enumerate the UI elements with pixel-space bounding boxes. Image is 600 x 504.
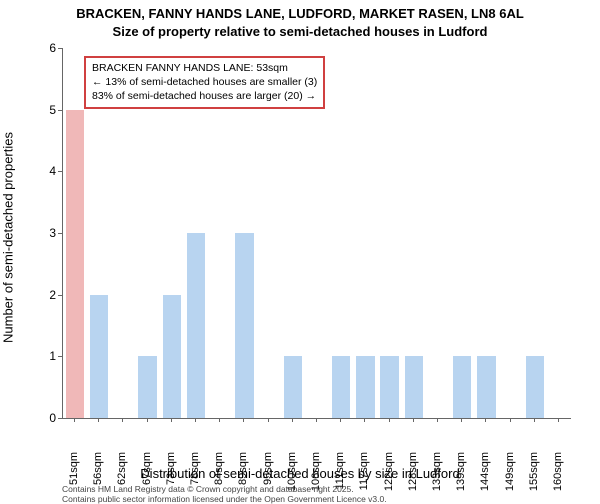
bar <box>332 356 350 418</box>
x-tick-mark <box>122 418 123 422</box>
x-tick-mark <box>485 418 486 422</box>
bar <box>453 356 471 418</box>
x-tick-mark <box>268 418 269 422</box>
callout-box: BRACKEN FANNY HANDS LANE: 53sqm ← 13% of… <box>84 56 325 109</box>
y-tick-mark <box>58 418 62 419</box>
bar <box>477 356 495 418</box>
y-tick-mark <box>58 48 62 49</box>
bar <box>526 356 544 418</box>
chart-container: BRACKEN, FANNY HANDS LANE, LUDFORD, MARK… <box>0 0 600 500</box>
y-tick-label: 4 <box>36 164 56 178</box>
y-tick-mark <box>58 171 62 172</box>
bar <box>90 295 108 418</box>
title-line1: BRACKEN, FANNY HANDS LANE, LUDFORD, MARK… <box>0 6 600 21</box>
x-tick-mark <box>437 418 438 422</box>
bar <box>163 295 181 418</box>
x-tick-mark <box>74 418 75 422</box>
x-tick-mark <box>147 418 148 422</box>
x-tick-mark <box>171 418 172 422</box>
y-tick-label: 2 <box>36 288 56 302</box>
bar <box>284 356 302 418</box>
y-tick-mark <box>58 356 62 357</box>
x-tick-mark <box>316 418 317 422</box>
y-axis-label: Number of semi-detached properties <box>1 132 16 343</box>
x-tick-mark <box>195 418 196 422</box>
footnote-line2: Contains public sector information licen… <box>62 494 387 504</box>
y-tick-label: 6 <box>36 41 56 55</box>
x-tick-mark <box>364 418 365 422</box>
y-tick-label: 3 <box>36 226 56 240</box>
x-axis-label: Distribution of semi-detached houses by … <box>0 466 600 481</box>
y-tick-mark <box>58 110 62 111</box>
y-tick-label: 1 <box>36 349 56 363</box>
footnote-line1: Contains HM Land Registry data © Crown c… <box>62 484 354 494</box>
x-tick-mark <box>219 418 220 422</box>
x-tick-mark <box>243 418 244 422</box>
x-tick-mark <box>292 418 293 422</box>
x-tick-mark <box>461 418 462 422</box>
callout-line2: ← 13% of semi-detached houses are smalle… <box>92 75 317 89</box>
x-tick-mark <box>340 418 341 422</box>
y-tick-label: 5 <box>36 103 56 117</box>
bar <box>235 233 253 418</box>
x-tick-mark <box>510 418 511 422</box>
bar <box>187 233 205 418</box>
bar <box>138 356 156 418</box>
callout-line1: BRACKEN FANNY HANDS LANE: 53sqm <box>92 61 317 75</box>
bar <box>405 356 423 418</box>
x-tick-mark <box>389 418 390 422</box>
callout-line3: 83% of semi-detached houses are larger (… <box>92 89 317 103</box>
title-line2: Size of property relative to semi-detach… <box>0 24 600 39</box>
bar <box>380 356 398 418</box>
bar <box>356 356 374 418</box>
x-tick-mark <box>98 418 99 422</box>
x-tick-mark <box>558 418 559 422</box>
bar <box>66 110 84 418</box>
y-tick-label: 0 <box>36 411 56 425</box>
x-tick-mark <box>413 418 414 422</box>
y-tick-mark <box>58 233 62 234</box>
x-tick-mark <box>534 418 535 422</box>
y-tick-mark <box>58 295 62 296</box>
